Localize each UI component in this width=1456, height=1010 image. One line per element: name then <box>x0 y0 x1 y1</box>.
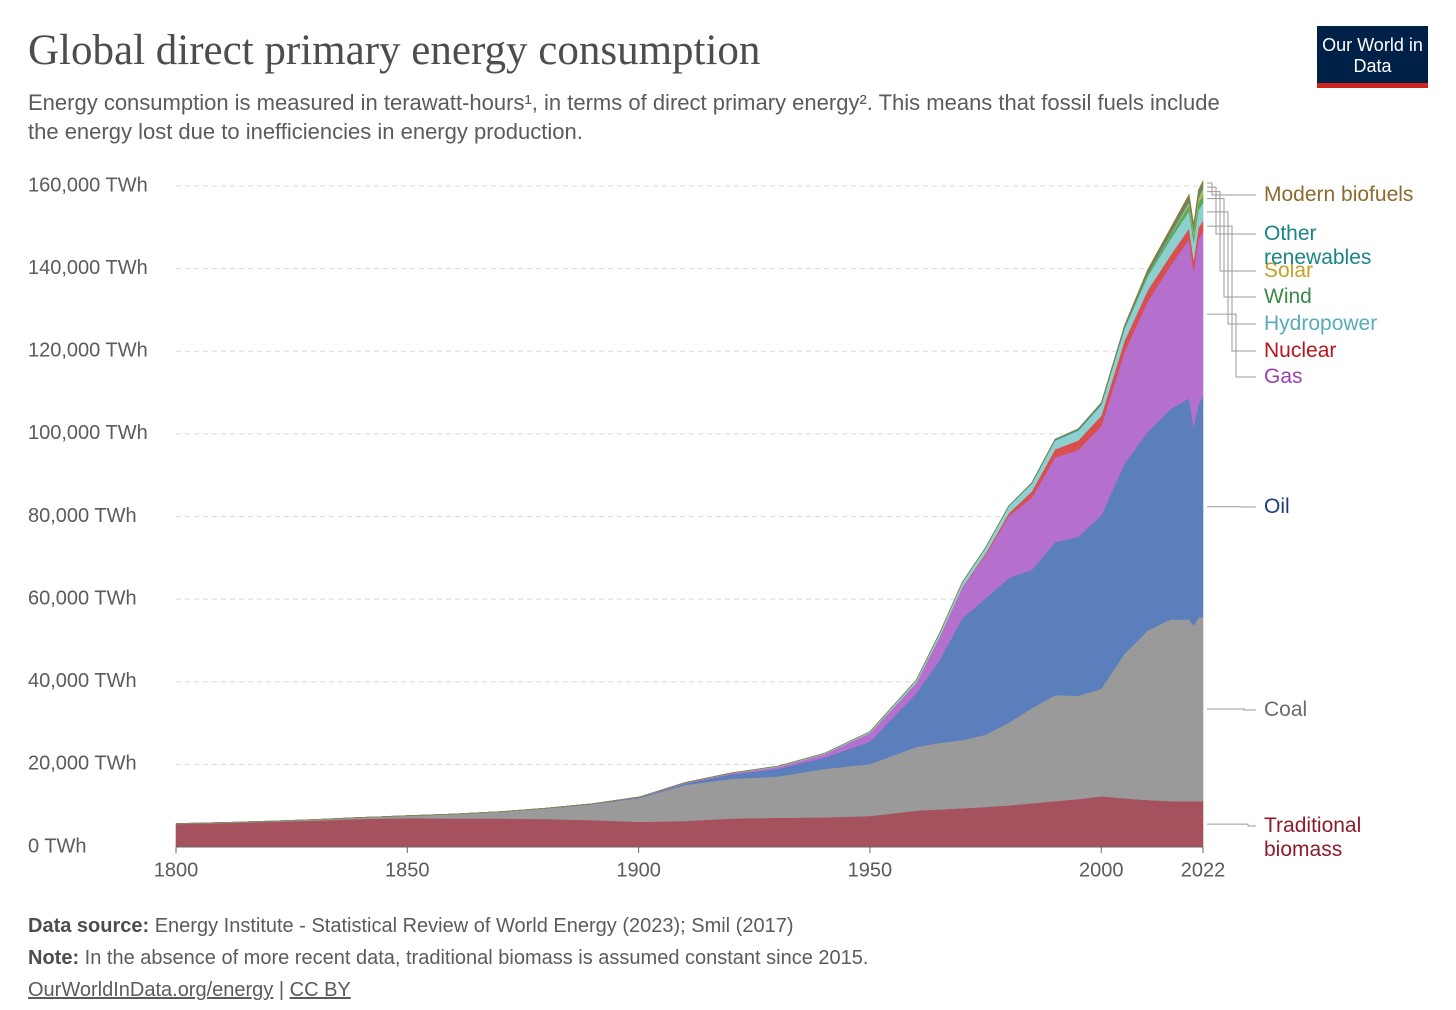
y-tick-label: 40,000 TWh <box>28 670 137 692</box>
legend-label: Hydropower <box>1264 312 1378 335</box>
legend-label: Wind <box>1264 285 1312 308</box>
y-tick-label: 80,000 TWh <box>28 505 137 527</box>
y-tick-label: 160,000 TWh <box>28 174 148 196</box>
note-label: Note: <box>28 947 80 969</box>
x-tick-label: 1800 <box>154 859 199 881</box>
x-tick-label: 1900 <box>616 859 661 881</box>
y-tick-label: 140,000 TWh <box>28 257 148 279</box>
footer: Data source: Energy Institute - Statisti… <box>28 910 868 1006</box>
link-line: OurWorldInData.org/energy | CC BY <box>28 974 868 1006</box>
area <box>175 180 1204 824</box>
x-tick-label: 2022 <box>1181 859 1226 881</box>
legend-label: Solar <box>1264 259 1314 282</box>
legend-label: Gas <box>1264 365 1303 388</box>
logo[interactable]: Our World in Data <box>1317 26 1428 88</box>
legend-connector <box>1207 313 1256 378</box>
logo-text: Our World in Data <box>1322 35 1423 76</box>
y-tick-label: 20,000 TWh <box>28 753 137 775</box>
y-tick-label: 60,000 TWh <box>28 587 137 609</box>
y-tick-label: 0 TWh <box>28 835 87 857</box>
source: Energy Institute - Statistical Review of… <box>154 915 794 937</box>
link[interactable]: OurWorldInData.org/energy <box>28 979 274 1001</box>
separator: | <box>278 979 285 1001</box>
source-label: Data source: <box>28 915 150 937</box>
x-tick-label: 2000 <box>1079 859 1124 881</box>
y-tick-label: 100,000 TWh <box>28 422 148 444</box>
note: In the absence of more recent data, trad… <box>84 947 869 969</box>
legend-connector <box>1207 823 1256 827</box>
license[interactable]: CC BY <box>289 979 351 1001</box>
legend-connector <box>1207 225 1256 352</box>
legend-label: Traditional biomass <box>1264 814 1362 861</box>
legend-label: Nuclear <box>1264 339 1337 362</box>
legend-label: Modern biofuels <box>1264 183 1414 206</box>
legend-connector <box>1207 708 1256 711</box>
chart-subtitle: Energy consumption is measured in terawa… <box>28 90 1220 144</box>
legend-label: Other renewables <box>1264 222 1372 269</box>
source-line: Data source: Energy Institute - Statisti… <box>28 910 868 942</box>
chart-title: Global direct primary energy consumption <box>28 27 761 74</box>
x-tick-label: 1950 <box>848 859 893 881</box>
y-tick-label: 120,000 TWh <box>28 340 148 362</box>
x-tick-label: 1850 <box>385 859 430 881</box>
legend-label: Oil <box>1264 495 1290 518</box>
legend-label: Coal <box>1264 698 1308 721</box>
legend-connector <box>1207 182 1256 196</box>
legend-connector <box>1207 211 1256 325</box>
note-line: Note: In the absence of more recent data… <box>28 942 868 974</box>
legend-connector <box>1207 191 1256 272</box>
